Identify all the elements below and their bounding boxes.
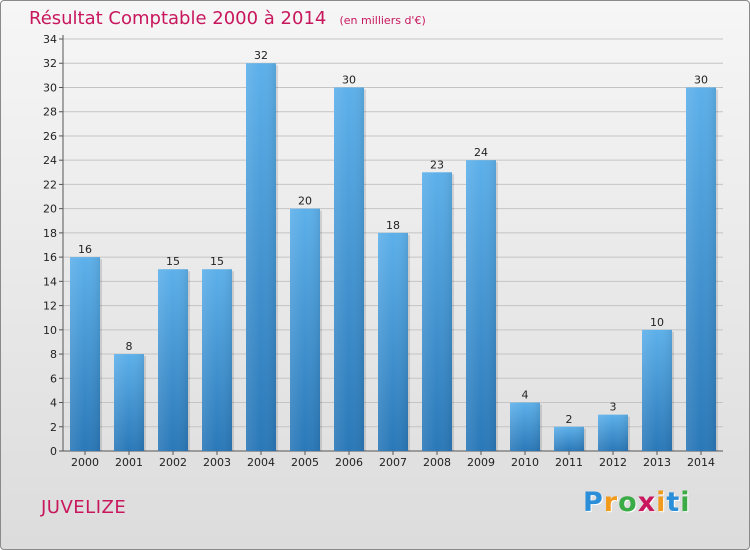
x-tick-label-2005: 2005 (291, 456, 319, 469)
x-tick-label-2003: 2003 (203, 456, 231, 469)
y-tick-label: 8 (50, 348, 57, 361)
x-tick-label-2002: 2002 (159, 456, 187, 469)
logo-letter: x (637, 487, 657, 518)
x-tick-label-2004: 2004 (247, 456, 275, 469)
y-tick-label: 30 (43, 81, 57, 94)
data-label-2007: 18 (386, 219, 400, 232)
data-label-2005: 20 (298, 195, 312, 208)
x-tick-label-2000: 2000 (71, 456, 99, 469)
data-label-2011: 2 (566, 413, 573, 426)
data-label-2006: 30 (342, 73, 356, 86)
y-tick-label: 2 (50, 421, 57, 434)
x-tick-label-2013: 2013 (643, 456, 671, 469)
bar-highlight (246, 63, 276, 452)
y-tick-label: 0 (50, 445, 57, 458)
data-label-2013: 10 (650, 316, 664, 329)
x-tick-label-2001: 2001 (115, 456, 143, 469)
logo-letter: i (680, 487, 691, 518)
x-tick-label-2007: 2007 (379, 456, 407, 469)
y-tick-label: 6 (50, 372, 57, 385)
bar-highlight (422, 172, 452, 451)
chart-title-row: Résultat Comptable 2000 à 2014 (en milli… (29, 8, 426, 29)
bar-highlight (642, 329, 672, 451)
y-tick-label: 12 (43, 300, 57, 313)
data-label-2014: 30 (694, 73, 708, 86)
logo-letter: t (666, 487, 681, 518)
x-tick-label-2011: 2011 (555, 456, 583, 469)
bar-highlight (378, 232, 408, 451)
logo-letter: P (583, 487, 604, 518)
x-tick-label-2006: 2006 (335, 456, 363, 469)
x-tick-label-2008: 2008 (423, 456, 451, 469)
x-tick-label-2010: 2010 (511, 456, 539, 469)
proxiti-logo: Proxiti (583, 487, 691, 518)
bar-highlight (554, 426, 584, 451)
bar-highlight (510, 402, 540, 451)
logo-letter: o (618, 487, 638, 518)
bar-highlight (466, 160, 496, 452)
x-tick-label-2009: 2009 (467, 456, 495, 469)
bar-highlight (70, 257, 100, 451)
logo-letter: r (603, 487, 619, 518)
data-label-2004: 32 (254, 49, 268, 62)
y-tick-label: 22 (43, 178, 57, 191)
data-label-2002: 15 (166, 255, 180, 268)
x-tick-label-2012: 2012 (599, 456, 627, 469)
y-tick-label: 10 (43, 324, 57, 337)
bar-highlight (334, 87, 364, 452)
bar-highlight (202, 269, 232, 451)
bar-highlight (114, 354, 144, 451)
x-tick-label-2014: 2014 (687, 456, 715, 469)
bars (70, 63, 718, 452)
data-label-2008: 23 (430, 158, 444, 171)
chart-title: Résultat Comptable 2000 à 2014 (29, 8, 327, 29)
data-label-2001: 8 (126, 340, 133, 353)
y-tick-label: 16 (43, 251, 57, 264)
y-tick-label: 26 (43, 130, 57, 143)
data-label-2012: 3 (610, 401, 617, 414)
data-label-2003: 15 (210, 255, 224, 268)
y-tick-label: 28 (43, 106, 57, 119)
y-tick-label: 18 (43, 227, 57, 240)
y-tick-label: 20 (43, 203, 57, 216)
chart-unit: (en milliers d'€) (339, 14, 426, 27)
commune-name: JUVELIZE (41, 497, 127, 518)
y-tick-label: 4 (50, 397, 57, 410)
y-tick-label: 34 (43, 33, 57, 46)
data-label-2000: 16 (78, 243, 92, 256)
data-label-2010: 4 (522, 389, 529, 402)
bar-highlight (686, 87, 716, 452)
bar-highlight (290, 208, 320, 451)
bar-highlight (598, 414, 628, 451)
bar-highlight (158, 269, 188, 451)
data-label-2009: 24 (474, 146, 488, 159)
y-tick-label: 24 (43, 154, 57, 167)
y-tick-label: 14 (43, 275, 57, 288)
y-tick-label: 32 (43, 57, 57, 70)
logo-letter: i (656, 487, 667, 518)
